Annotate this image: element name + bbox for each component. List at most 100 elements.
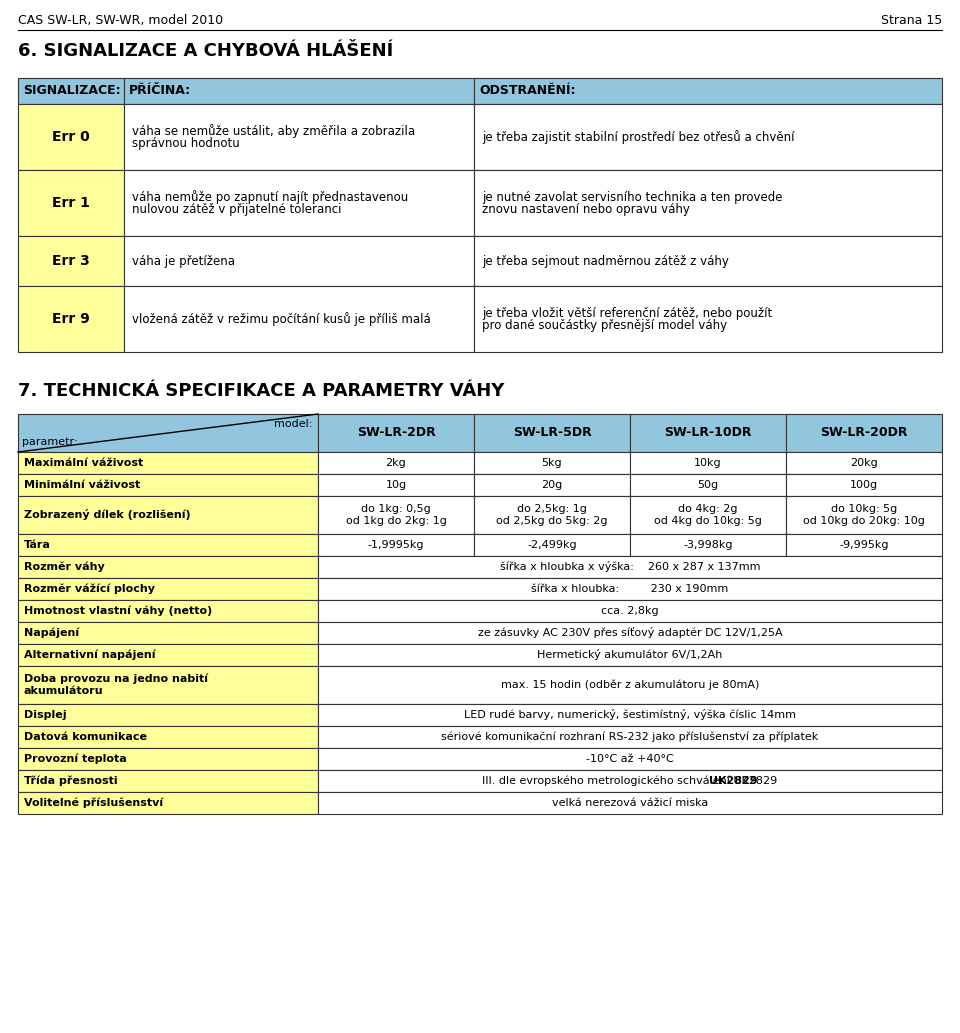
Text: -10°C až +40°C: -10°C až +40°C [587, 754, 674, 764]
Text: Datová komunikace: Datová komunikace [24, 732, 147, 742]
Bar [18, 666, 318, 705]
Bar [474, 452, 630, 474]
Text: 100g: 100g [850, 480, 878, 490]
Bar [630, 452, 786, 474]
Text: sériové komunikační rozhraní RS-232 jako příslušenství za příplatek: sériové komunikační rozhraní RS-232 jako… [442, 731, 819, 743]
Bar [318, 644, 942, 666]
Bar [18, 414, 318, 452]
Text: SW-LR-5DR: SW-LR-5DR [513, 427, 591, 439]
Bar [18, 534, 318, 556]
Text: Doba provozu na jedno nabití: Doba provozu na jedno nabití [24, 674, 208, 684]
Text: šířka x hloubka:         230 x 190mm: šířka x hloubka: 230 x 190mm [532, 584, 729, 594]
Text: 2kg: 2kg [386, 458, 406, 468]
Bar [18, 236, 124, 286]
Bar [474, 286, 942, 352]
Bar [318, 600, 942, 622]
Text: šířka x hloubka x výška:    260 x 287 x 137mm: šířka x hloubka x výška: 260 x 287 x 137… [500, 562, 760, 572]
Text: Rozměr vážící plochy: Rozměr vážící plochy [24, 584, 155, 594]
Bar [124, 104, 474, 170]
Bar [124, 236, 474, 286]
Bar [630, 534, 786, 556]
Bar [18, 600, 318, 622]
Bar [18, 496, 318, 534]
Bar [474, 414, 630, 452]
Text: je třeba sejmout nadměrnou zátěž z váhy: je třeba sejmout nadměrnou zátěž z váhy [482, 254, 729, 268]
Bar [318, 496, 474, 534]
Bar [786, 496, 942, 534]
Text: je třeba vložit větší referenční zátěž, nebo použít: je třeba vložit větší referenční zátěž, … [482, 307, 772, 319]
Text: Err 1: Err 1 [52, 196, 90, 210]
Text: do 10kg: 5g: do 10kg: 5g [830, 504, 898, 514]
Text: Rozměr váhy: Rozměr váhy [24, 562, 105, 572]
Bar [786, 414, 942, 452]
Bar [124, 79, 474, 104]
Text: cca. 2,8kg: cca. 2,8kg [601, 606, 659, 616]
Bar [474, 170, 942, 236]
Text: do 4kg: 2g: do 4kg: 2g [679, 504, 737, 514]
Bar [18, 474, 318, 496]
Text: 20g: 20g [541, 480, 563, 490]
Bar [474, 496, 630, 534]
Text: ze zásuvky AC 230V přes síťový adaptér DC 12V/1,25A: ze zásuvky AC 230V přes síťový adaptér D… [478, 627, 782, 638]
Bar [630, 496, 786, 534]
Text: SW-LR-10DR: SW-LR-10DR [664, 427, 752, 439]
Bar [318, 792, 942, 814]
Text: od 10kg do 20kg: 10g: od 10kg do 20kg: 10g [804, 515, 924, 526]
Text: Zobrazený dílek (rozlišení): Zobrazený dílek (rozlišení) [24, 509, 191, 521]
Text: je třeba zajistit stabilní prostředí bez otřesů a chvění: je třeba zajistit stabilní prostředí bez… [482, 130, 795, 144]
Text: váha nemůže po zapnutí najít přednastavenou: váha nemůže po zapnutí najít přednastave… [132, 190, 408, 204]
Text: váha je přetížena: váha je přetížena [132, 254, 235, 268]
Text: -1,9995kg: -1,9995kg [368, 540, 424, 550]
Bar [18, 286, 124, 352]
Bar [318, 705, 942, 726]
Bar [18, 578, 318, 600]
Text: do 2,5kg: 1g: do 2,5kg: 1g [517, 504, 587, 514]
Text: 5kg: 5kg [541, 458, 563, 468]
Text: je nutné zavolat servisního technika a ten provede: je nutné zavolat servisního technika a t… [482, 190, 782, 204]
Text: pro dané součástky přesnější model váhy: pro dané součástky přesnější model váhy [482, 318, 727, 332]
Text: -2,499kg: -2,499kg [527, 540, 577, 550]
Text: UK2829: UK2829 [709, 776, 757, 786]
Bar [318, 770, 942, 792]
Bar [318, 534, 474, 556]
Bar [630, 474, 786, 496]
Text: velká nerezová vážicí miska: velká nerezová vážicí miska [552, 799, 708, 808]
Bar [318, 414, 474, 452]
Bar [474, 104, 942, 170]
Text: správnou hodnotu: správnou hodnotu [132, 136, 240, 150]
Text: Minimální váživost: Minimální váživost [24, 480, 140, 490]
Text: SIGNALIZACE:: SIGNALIZACE: [23, 85, 121, 97]
Bar [318, 452, 474, 474]
Bar [124, 170, 474, 236]
Text: model:: model: [274, 419, 312, 429]
Text: 10kg: 10kg [694, 458, 722, 468]
Text: váha se nemůže ustálit, aby změřila a zobrazila: váha se nemůže ustálit, aby změřila a zo… [132, 124, 415, 138]
Bar [124, 286, 474, 352]
Bar [474, 534, 630, 556]
Text: III. dle evropského metrologického schválení UK2829: III. dle evropského metrologického schvá… [482, 776, 778, 786]
Text: Err 3: Err 3 [52, 254, 90, 268]
Text: Provozní teplota: Provozní teplota [24, 754, 127, 764]
Bar [318, 622, 942, 644]
Bar [630, 414, 786, 452]
Text: Hermetický akumulátor 6V/1,2Ah: Hermetický akumulátor 6V/1,2Ah [538, 650, 723, 660]
Text: 10g: 10g [385, 480, 407, 490]
Text: 6. SIGNALIZACE A CHYBOVÁ HLÁŠENÍ: 6. SIGNALIZACE A CHYBOVÁ HLÁŠENÍ [18, 42, 394, 60]
Bar [318, 666, 942, 705]
Text: 50g: 50g [697, 480, 719, 490]
Bar [318, 474, 474, 496]
Bar [18, 170, 124, 236]
Text: Třída přesnosti: Třída přesnosti [24, 776, 118, 786]
Bar [318, 556, 942, 578]
Text: LED rudé barvy, numerický, šestimístný, výška číslic 14mm: LED rudé barvy, numerický, šestimístný, … [464, 710, 796, 720]
Text: Err 9: Err 9 [52, 312, 90, 326]
Text: Volitelné příslušenství: Volitelné příslušenství [24, 797, 163, 808]
Bar [318, 748, 942, 770]
Text: parametr:: parametr: [22, 437, 78, 447]
Bar [786, 474, 942, 496]
Text: CAS SW-LR, SW-WR, model 2010: CAS SW-LR, SW-WR, model 2010 [18, 14, 223, 27]
Text: SW-LR-20DR: SW-LR-20DR [820, 427, 908, 439]
Text: ODSTRANĚNÍ:: ODSTRANĚNÍ: [479, 85, 575, 97]
Bar [18, 792, 318, 814]
Text: od 2,5kg do 5kg: 2g: od 2,5kg do 5kg: 2g [496, 515, 608, 526]
